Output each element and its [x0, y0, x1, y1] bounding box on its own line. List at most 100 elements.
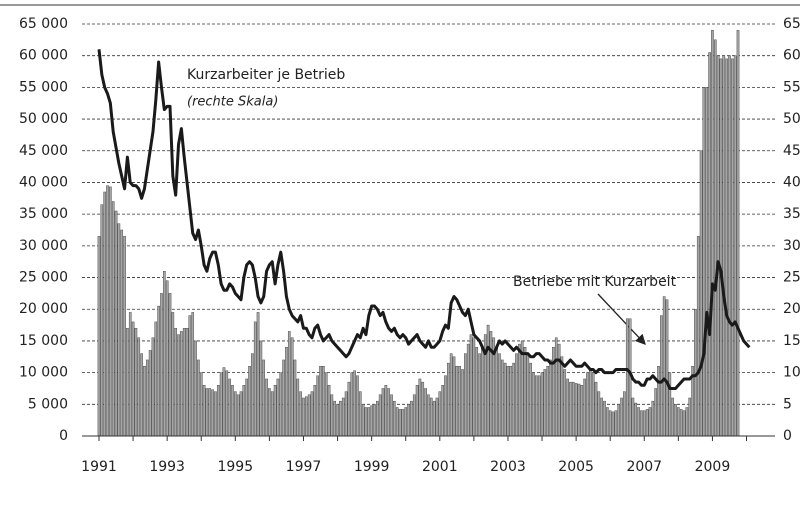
bar	[546, 366, 550, 437]
x-tick-label: 1993	[149, 459, 185, 475]
bar	[458, 366, 461, 437]
y-tick-label: 40 000	[19, 174, 68, 190]
bar	[662, 296, 666, 437]
bar	[464, 353, 467, 437]
bar	[177, 334, 180, 437]
bar	[711, 30, 714, 437]
bar	[432, 400, 436, 437]
bar	[282, 359, 285, 437]
bar	[157, 305, 160, 437]
y-tick-label: 0	[59, 428, 68, 444]
bar	[625, 318, 629, 437]
x-tick-label: 2007	[626, 459, 662, 475]
bar	[705, 87, 709, 437]
bar	[679, 409, 683, 437]
y2-tick-label: 20	[783, 301, 800, 317]
bar	[407, 404, 410, 437]
bar	[733, 55, 737, 437]
bar	[427, 394, 430, 437]
bar	[725, 58, 728, 437]
bar	[256, 312, 260, 437]
bar	[469, 334, 473, 437]
bar	[702, 87, 706, 437]
y2-tick-label: 25	[783, 270, 800, 286]
bar	[418, 378, 422, 437]
bar	[535, 375, 538, 437]
y-tick-label: 60 000	[19, 48, 68, 64]
bar	[438, 391, 442, 437]
bar	[151, 337, 155, 437]
bar	[614, 410, 618, 437]
bar	[589, 369, 592, 437]
y2-tick-label: 0	[783, 428, 792, 444]
bar	[367, 407, 371, 437]
y2-tick-label: 15	[783, 333, 800, 349]
bar	[106, 185, 109, 437]
bar	[216, 385, 220, 437]
bar	[699, 150, 703, 437]
bar	[580, 385, 584, 437]
bar	[234, 391, 237, 437]
bar	[671, 397, 674, 437]
bar	[128, 312, 132, 437]
bar	[276, 378, 280, 437]
bar	[586, 372, 589, 437]
bar	[290, 337, 294, 437]
bar	[174, 328, 177, 437]
bar	[305, 396, 308, 437]
bar	[109, 186, 112, 437]
bar	[228, 378, 231, 437]
bar	[100, 204, 104, 437]
bar	[131, 321, 135, 437]
bar	[512, 362, 515, 437]
bar	[611, 411, 615, 437]
bar	[529, 362, 532, 437]
bar	[708, 52, 711, 437]
y2-tick-label: 35	[783, 206, 800, 222]
bar	[713, 39, 717, 437]
bar	[475, 347, 479, 437]
bar	[597, 391, 601, 437]
bar	[199, 372, 203, 437]
bar	[401, 409, 405, 437]
bar	[358, 391, 362, 437]
bar	[111, 201, 115, 437]
y-tick-label: 15 000	[19, 333, 68, 349]
bar	[620, 397, 623, 437]
bar	[631, 397, 635, 437]
x-tick-label: 2009	[695, 459, 731, 475]
bar	[472, 337, 476, 437]
bar	[685, 407, 689, 437]
bar	[307, 394, 311, 437]
bar	[571, 381, 575, 437]
y-tick-label: 65 000	[19, 16, 68, 32]
bar	[560, 356, 564, 437]
bar	[617, 404, 621, 437]
bar	[231, 385, 234, 437]
bar	[296, 378, 300, 437]
bar	[197, 359, 200, 437]
y2-tick-label: 55	[783, 79, 800, 95]
bar	[165, 280, 169, 437]
bar	[515, 353, 518, 437]
bar	[412, 394, 416, 437]
bar	[688, 397, 692, 437]
bar	[554, 337, 558, 437]
bar	[211, 389, 214, 437]
y2-tick-label: 65	[783, 16, 800, 32]
y2-tick-label: 45	[783, 143, 800, 159]
bar	[728, 55, 731, 437]
bar	[495, 347, 498, 437]
bar	[319, 366, 322, 437]
bar	[253, 321, 257, 437]
bar	[415, 385, 419, 437]
bar	[168, 293, 172, 437]
bar	[364, 407, 368, 437]
y-tick-label: 20 000	[19, 301, 68, 317]
bar	[668, 372, 672, 437]
bar	[393, 400, 396, 437]
bar	[518, 343, 521, 437]
bar	[370, 405, 373, 437]
bar	[287, 331, 291, 437]
bar	[347, 381, 351, 437]
